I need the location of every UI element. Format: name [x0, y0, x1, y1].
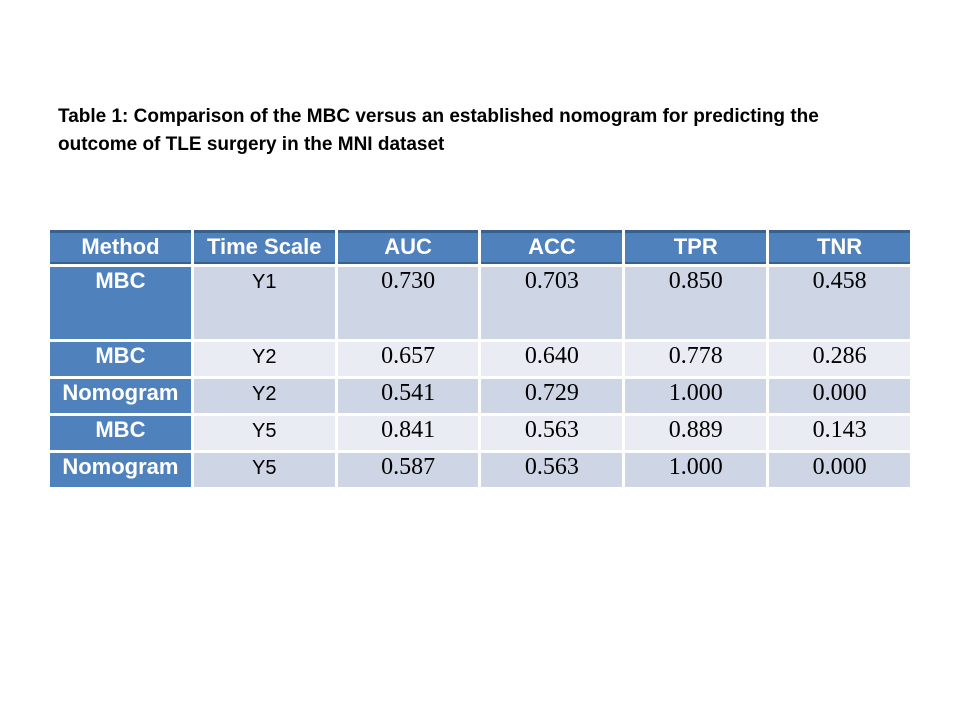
- tnr-cell: 0.000: [769, 453, 910, 487]
- tnr-cell: 0.286: [769, 342, 910, 376]
- method-cell: Nomogram: [50, 453, 191, 487]
- header-cell-acc: ACC: [481, 230, 623, 264]
- time-scale-cell: Y2: [193, 379, 335, 413]
- results-table: Method Time Scale AUC ACC TPR TNR MBC Y1…: [47, 227, 913, 490]
- tnr-cell: 0.000: [769, 379, 910, 413]
- header-row: Method Time Scale AUC ACC TPR TNR: [50, 230, 910, 264]
- auc-cell: 0.657: [337, 342, 479, 376]
- auc-cell: 0.541: [337, 379, 479, 413]
- tnr-cell: 0.143: [769, 416, 910, 450]
- time-scale-cell: Y1: [193, 267, 335, 339]
- acc-cell: 0.729: [481, 379, 623, 413]
- header-cell-auc: AUC: [337, 230, 479, 264]
- auc-cell: 0.730: [337, 267, 479, 339]
- header-cell-tpr: TPR: [625, 230, 767, 264]
- header-cell-tnr: TNR: [769, 230, 910, 264]
- tpr-cell: 1.000: [625, 379, 767, 413]
- tpr-cell: 0.778: [625, 342, 767, 376]
- acc-cell: 0.640: [481, 342, 623, 376]
- acc-cell: 0.703: [481, 267, 623, 339]
- header-cell-time-scale: Time Scale: [193, 230, 335, 264]
- tpr-cell: 1.000: [625, 453, 767, 487]
- slide-title: Table 1: Comparison of the MBC versus an…: [58, 103, 918, 159]
- auc-cell: 0.841: [337, 416, 479, 450]
- time-scale-cell: Y5: [193, 453, 335, 487]
- auc-cell: 0.587: [337, 453, 479, 487]
- time-scale-cell: Y2: [193, 342, 335, 376]
- title-line-1: Table 1: Comparison of the MBC versus an…: [58, 106, 819, 127]
- acc-cell: 0.563: [481, 416, 623, 450]
- acc-cell: 0.563: [481, 453, 623, 487]
- title-line-2: outcome of TLE surgery in the MNI datase…: [58, 134, 445, 155]
- table-row: MBC Y2 0.657 0.640 0.778 0.286: [50, 342, 910, 376]
- method-cell: MBC: [50, 267, 191, 339]
- tnr-cell: 0.458: [769, 267, 910, 339]
- tpr-cell: 0.889: [625, 416, 767, 450]
- method-cell: MBC: [50, 416, 191, 450]
- time-scale-cell: Y5: [193, 416, 335, 450]
- table-row: MBC Y1 0.730 0.703 0.850 0.458: [50, 267, 910, 339]
- tpr-cell: 0.850: [625, 267, 767, 339]
- table-row: MBC Y5 0.841 0.563 0.889 0.143: [50, 416, 910, 450]
- table-row: Nomogram Y5 0.587 0.563 1.000 0.000: [50, 453, 910, 487]
- method-cell: Nomogram: [50, 379, 191, 413]
- table-row: Nomogram Y2 0.541 0.729 1.000 0.000: [50, 379, 910, 413]
- header-cell-method: Method: [50, 230, 191, 264]
- method-cell: MBC: [50, 342, 191, 376]
